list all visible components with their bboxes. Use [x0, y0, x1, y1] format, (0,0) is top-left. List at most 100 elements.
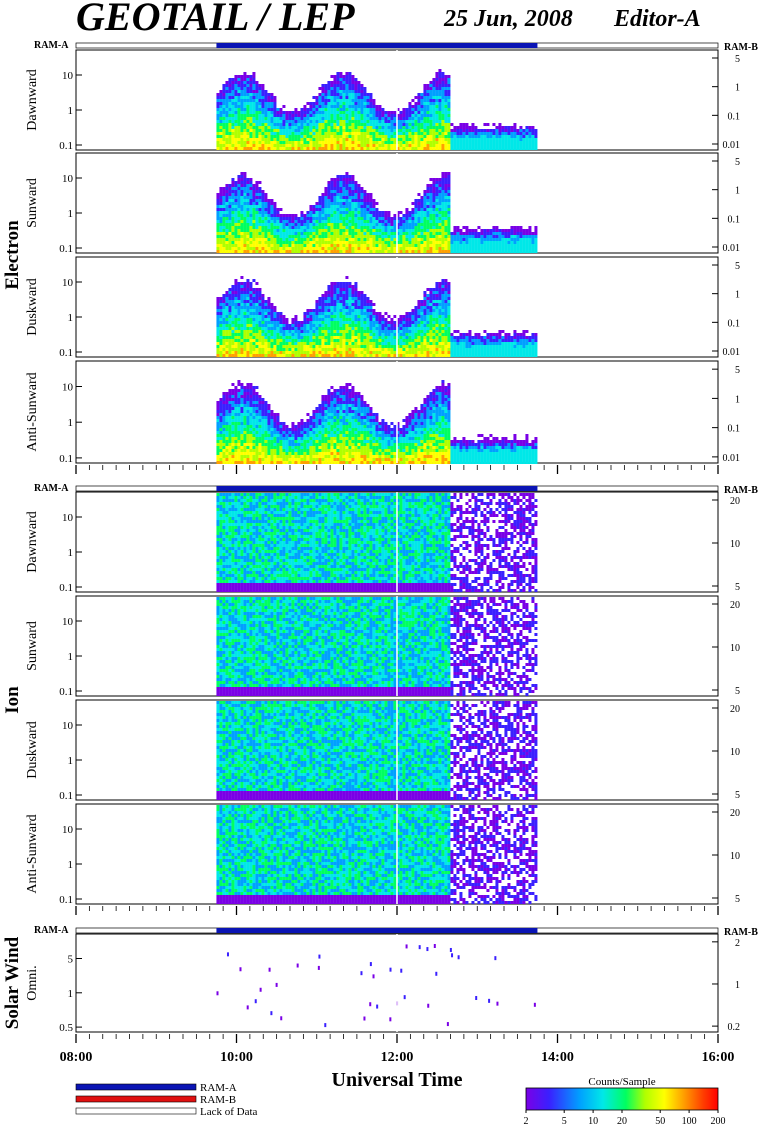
spectrogram-cell: [390, 354, 393, 357]
spectrogram-cell: [426, 202, 429, 205]
spectrogram-cell: [345, 144, 348, 147]
spectrogram-cell: [357, 214, 360, 217]
spectrogram-cell: [438, 178, 441, 181]
spectrogram-cell: [321, 339, 324, 342]
spectrogram-cell: [417, 220, 420, 223]
spectrogram-cell: [336, 123, 339, 126]
spectrogram-cell: [219, 120, 222, 123]
spectrogram-cell: [231, 330, 234, 333]
spectrogram-cell: [510, 232, 513, 235]
spectrogram-cell: [522, 144, 525, 147]
spectrogram-cell: [282, 235, 285, 238]
spectrogram-cell: [264, 214, 267, 217]
spectrogram-cell: [399, 327, 402, 330]
spectrogram-cell: [393, 330, 396, 333]
spectrogram-cell: [345, 217, 348, 220]
spectrogram-cell: [414, 330, 417, 333]
spectrogram-cell: [357, 250, 360, 253]
spectrogram-cell: [321, 96, 324, 99]
spectrogram-cell: [342, 144, 345, 147]
spectrogram-cell: [420, 117, 423, 120]
spectrogram-cell: [411, 117, 414, 120]
spectrogram-cell: [405, 354, 408, 357]
spectrogram-cell: [264, 196, 267, 199]
spectrogram-cell: [297, 345, 300, 348]
spectrogram-cell: [327, 220, 330, 223]
spectrogram-cell: [486, 247, 489, 250]
spectrogram-cell: [462, 244, 465, 247]
spectrogram-cell: [318, 324, 321, 327]
spectrogram-cell: [219, 309, 222, 312]
spectrogram-cell: [249, 241, 252, 244]
spectrogram-cell: [333, 147, 336, 150]
spectrogram-cell: [249, 90, 252, 93]
spectrogram-cell: [357, 247, 360, 250]
spectrogram-cell: [219, 250, 222, 253]
spectrogram-cell: [360, 135, 363, 138]
spectrogram-cell: [219, 187, 222, 190]
spectrogram-cell: [411, 217, 414, 220]
spectrogram-cell: [444, 226, 447, 229]
spectrogram-cell: [324, 232, 327, 235]
spectrogram-cell: [441, 135, 444, 138]
spectrogram-cell: [429, 93, 432, 96]
spectrogram-cell: [342, 190, 345, 193]
spectrogram-cell: [267, 202, 270, 205]
spectrogram-cell: [441, 211, 444, 214]
spectrogram-cell: [282, 354, 285, 357]
spectrogram-cell: [447, 229, 450, 232]
spectrogram-cell: [477, 232, 480, 235]
spectrogram-cell: [366, 123, 369, 126]
spectrogram-cell: [264, 211, 267, 214]
spectrogram-cell: [387, 123, 390, 126]
spectrogram-cell: [360, 196, 363, 199]
spectrogram-cell: [312, 138, 315, 141]
spectrogram-cell: [339, 129, 342, 132]
spectrogram-cell: [300, 211, 303, 214]
spectrogram-cell: [267, 120, 270, 123]
spectrogram-cell: [249, 202, 252, 205]
spectrogram-cell: [234, 223, 237, 226]
spectrogram-cell: [387, 129, 390, 132]
spectrogram-cell: [351, 345, 354, 348]
spectrogram-cell: [441, 90, 444, 93]
spectrogram-cell: [414, 126, 417, 129]
spectrogram-cell: [480, 250, 483, 253]
spectrogram-cell: [417, 315, 420, 318]
spectrogram-cell: [438, 93, 441, 96]
spectrogram-cell: [228, 93, 231, 96]
spectrogram-cell: [309, 309, 312, 312]
spectrogram-cell: [375, 348, 378, 351]
spectrogram-cell: [393, 223, 396, 226]
spectrogram-cell: [228, 196, 231, 199]
spectrogram-cell: [357, 205, 360, 208]
spectrogram-cell: [303, 235, 306, 238]
spectrogram-cell: [312, 208, 315, 211]
spectrogram-cell: [339, 342, 342, 345]
spectrogram-cell: [261, 354, 264, 357]
spectrogram-cell: [225, 132, 228, 135]
spectrogram-cell: [333, 238, 336, 241]
spectrogram-cell: [312, 120, 315, 123]
spectrogram-cell: [405, 114, 408, 117]
spectrogram-cell: [534, 229, 537, 232]
spectrogram-cell: [324, 190, 327, 193]
spectrogram-cell: [216, 342, 219, 345]
spectrogram-cell: [309, 342, 312, 345]
spectrogram-cell: [318, 348, 321, 351]
spectrogram-cell: [315, 208, 318, 211]
spectrogram-cell: [390, 324, 393, 327]
spectrogram-cell: [414, 114, 417, 117]
spectrogram-cell: [252, 291, 255, 294]
spectrogram-cell: [336, 229, 339, 232]
spectrogram-cell: [363, 321, 366, 324]
spectrogram-cell: [414, 211, 417, 214]
spectrogram-cell: [345, 84, 348, 87]
spectrogram-cell: [252, 96, 255, 99]
spectrogram-cell: [225, 223, 228, 226]
spectrogram-cell: [333, 196, 336, 199]
spectrogram-cell: [495, 241, 498, 244]
spectrogram-cell: [297, 123, 300, 126]
spectrogram-cell: [249, 282, 252, 285]
spectrogram-cell: [279, 135, 282, 138]
